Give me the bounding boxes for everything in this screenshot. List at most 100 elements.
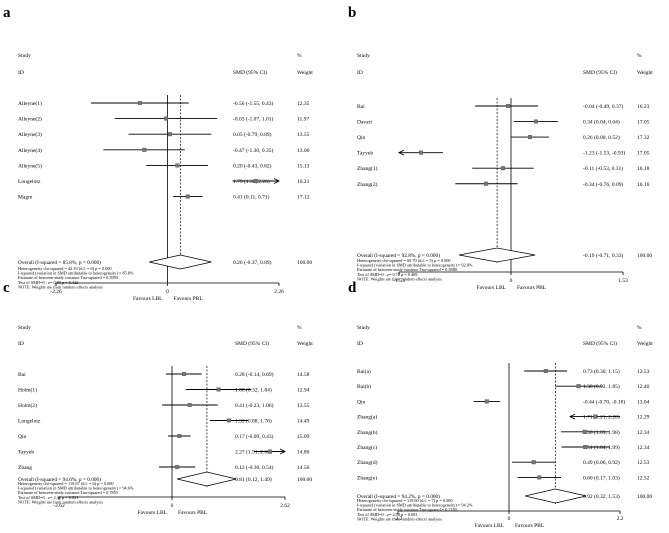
study-point	[528, 135, 533, 140]
study-ci-text: 0.41 (-0.23, 1.06)	[235, 402, 274, 409]
study-point	[137, 100, 142, 105]
study-point	[177, 434, 182, 439]
study-id: Zhang(c)	[357, 444, 377, 451]
panel-label: b	[348, 5, 356, 21]
study-ci-text: -0.03 (-1.07, 1.01)	[233, 116, 273, 123]
study-ci-text: 0.34 (0.04, 0.64)	[583, 119, 620, 126]
study-point	[267, 449, 272, 454]
study-id: Zhang(a)	[357, 414, 377, 421]
study-point	[593, 414, 598, 419]
heterogeneity-note: Heterogeneity chi-squared = 110.67 (d.f.…	[18, 481, 114, 486]
study-ci-text: 0.12 (-0.30, 0.54)	[235, 464, 274, 471]
study-id: Alleyne(4)	[18, 147, 42, 154]
study-ci-arrow	[279, 448, 287, 455]
study-weight: 16.23	[637, 104, 650, 110]
overall-weight: 100.00	[637, 253, 652, 259]
study-weight: 14.80	[297, 450, 310, 456]
x-tick-label: 2.26	[274, 289, 284, 295]
study-weight: 17.05	[637, 151, 650, 157]
x-tick-label: 2.62	[280, 503, 290, 509]
header-id: ID	[18, 341, 24, 347]
header-weight: Weight	[297, 70, 313, 76]
study-point	[484, 181, 489, 186]
study-id: Magre	[18, 195, 33, 201]
favours-left-label: Favours LBL	[477, 285, 507, 291]
favours-left-label: Favours LBL	[475, 523, 505, 528]
header-id: ID	[18, 70, 24, 76]
study-id: Qin	[357, 399, 366, 405]
study-ci-text: -1.23 (-1.53, -0.93)	[583, 150, 625, 157]
heterogeneity-note: Test of SMD=0 : z= 0.72 p = 0.469	[357, 272, 417, 277]
overall-ci-text: 0.26 (-0.37, 0.89)	[233, 259, 272, 266]
overall-weight: 100.00	[297, 477, 312, 483]
study-weight: 12.53	[637, 460, 650, 466]
header-id: ID	[357, 70, 363, 76]
study-point	[185, 194, 190, 199]
heterogeneity-note: Estimate of between-study variance Tau-s…	[18, 490, 118, 495]
header-smd-ci: SMD (95% CI)	[233, 69, 267, 76]
study-point	[582, 429, 587, 434]
header-percent: %	[637, 325, 642, 331]
x-tick-label: 1.53	[618, 278, 628, 284]
study-ci-text: 0.41 (0.11, 0.71)	[233, 194, 270, 201]
study-ci-text: 2.27 (1.91, 2.62)	[235, 449, 272, 456]
study-weight: 13.06	[297, 148, 310, 154]
study-ci-text: 0.20 (-0.43, 0.82)	[233, 162, 272, 169]
study-weight: 12.53	[637, 369, 650, 375]
header-smd-ci: SMD (95% CI)	[583, 69, 617, 76]
study-weight: 13.04	[637, 399, 650, 405]
study-weight: 13.55	[297, 132, 310, 138]
header-percent: %	[637, 53, 642, 59]
study-ci-text: 0.05 (-0.79, 0.89)	[233, 131, 272, 138]
study-weight: 17.32	[637, 135, 650, 141]
study-id: Bai(a)	[357, 368, 371, 375]
x-tick-label: 0	[508, 516, 511, 522]
study-ci-text: 1.08 (0.32, 1.84)	[235, 387, 272, 394]
x-tick-label: 0	[171, 503, 174, 509]
study-weight: 15.09	[297, 434, 310, 440]
study-weight: 12.34	[637, 445, 650, 451]
heterogeneity-note: NOTE: Weights are from random effects an…	[18, 284, 103, 289]
overall-weight: 100.00	[637, 494, 652, 500]
heterogeneity-note: NOTE: Weights are from random effects an…	[18, 499, 103, 504]
panel-label: c	[3, 280, 10, 296]
x-tick-label: -1.53	[393, 278, 405, 284]
overall-diamond	[458, 247, 536, 263]
study-id: Bai(b)	[357, 383, 371, 390]
overall-label: Overall (I-squared = 94.6%, p = 0.000)	[18, 476, 101, 483]
x-tick-label: 0	[166, 289, 169, 295]
study-ci-text: 1.71 (1.21, 2.20)	[583, 414, 620, 421]
overall-diamond	[177, 471, 237, 487]
heterogeneity-note: Heterogeneity chi-squared = 69.70 (d.f. …	[357, 258, 451, 263]
heterogeneity-note: Estimate of between-study variance Tau-s…	[357, 267, 457, 272]
study-point	[506, 103, 511, 108]
panel-label: d	[348, 280, 357, 296]
study-weight: 14.49	[297, 419, 310, 425]
overall-label: Overall (I-squared = 92.8%, p = 0.000)	[357, 252, 440, 259]
favours-right-label: Favours PBL	[515, 523, 545, 528]
heterogeneity-note: NOTE: Weights are from random effects an…	[357, 276, 442, 281]
study-ci-text: 1.79 (1.32, 2.26)	[233, 178, 270, 185]
study-point	[216, 387, 221, 392]
study-id: Alleyne(1)	[18, 100, 42, 107]
heterogeneity-note: Heterogeneity chi-squared = 119.60 (d.f.…	[357, 498, 453, 503]
study-point	[167, 132, 172, 137]
header-smd-ci: SMD (95% CI)	[583, 340, 617, 347]
study-ci-text: 1.38 (0.92, 1.85)	[583, 383, 620, 390]
study-ci-text: 0.60 (0.17, 1.03)	[583, 474, 620, 481]
study-point	[531, 460, 536, 465]
study-weight: 12.34	[637, 430, 650, 436]
study-id: Zhang(1)	[357, 165, 378, 172]
heterogeneity-note: I-squared (variation in SMD attributable…	[357, 503, 473, 508]
panel-label: a	[3, 5, 11, 21]
study-ci-text: -0.34 (-0.76, 0.09)	[583, 181, 623, 188]
study-weight: 12.29	[637, 415, 650, 421]
header-percent: %	[297, 53, 302, 59]
study-ci-arrow	[569, 413, 576, 420]
study-point	[175, 163, 180, 168]
study-point	[253, 178, 258, 183]
study-id: Davari	[357, 120, 372, 126]
study-ci-text: 0.17 (-0.09, 0.43)	[235, 433, 274, 440]
header-weight: Weight	[637, 70, 653, 76]
